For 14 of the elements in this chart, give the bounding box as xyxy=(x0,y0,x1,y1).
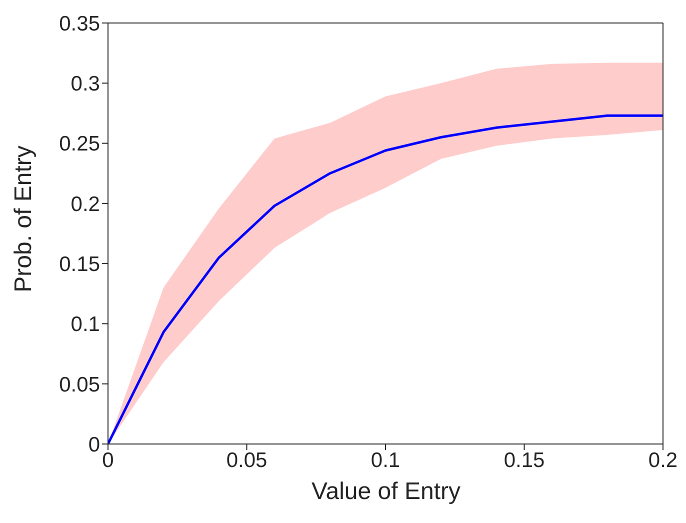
y-tick-label: 0.35 xyxy=(59,12,100,36)
y-tick-label: 0.2 xyxy=(70,192,100,216)
y-axis-title: Prob. of Entry xyxy=(10,146,38,292)
x-axis-title: Value of Entry xyxy=(310,478,462,506)
x-tick-label: 0.05 xyxy=(226,448,268,472)
x-tick-label: 0.15 xyxy=(504,448,545,472)
y-tick-label: 0.05 xyxy=(59,373,100,396)
y-tick-label: 0.1 xyxy=(70,313,100,336)
y-tick-label: 0.3 xyxy=(70,72,100,96)
y-tick-label: 0.15 xyxy=(59,253,100,276)
x-tick-label: 0.1 xyxy=(370,448,400,472)
x-tick-label: 0.2 xyxy=(648,448,678,472)
y-tick-label: 0 xyxy=(88,433,100,456)
y-tick-label: 0.25 xyxy=(59,132,100,156)
